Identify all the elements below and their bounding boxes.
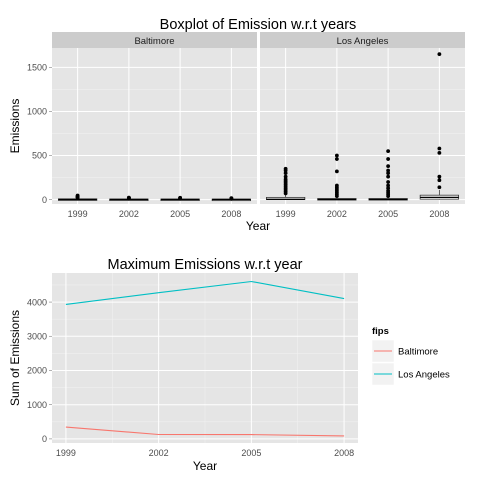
outlier-point <box>334 157 339 161</box>
line-chart-series <box>65 280 345 437</box>
outlier-point <box>386 188 391 193</box>
x-tick-label: 2008 <box>221 209 241 219</box>
outlier-point <box>437 185 442 190</box>
outlier-point <box>437 150 442 155</box>
y-tick-label: 0 <box>42 434 47 444</box>
box-los-angeles-2002 <box>317 153 357 201</box>
box-los-angeles-2005 <box>368 149 408 201</box>
box-baltimore-1999 <box>58 193 98 201</box>
y-tick-label: 4000 <box>27 297 47 307</box>
outlier-point <box>386 149 391 154</box>
line-chart-y-ticks: 0 1000 2000 3000 4000 <box>27 297 52 444</box>
x-tick-label: 1999 <box>68 209 88 219</box>
x-tick-label: 2005 <box>170 209 190 219</box>
outlier-point <box>283 171 288 176</box>
boxplot-y-ticks: 0 500 1000 1500 <box>27 63 52 205</box>
line-chart: Maximum Emissions w.r.t year 0 1000 2000 30… <box>8 257 450 473</box>
outlier-point <box>283 166 288 171</box>
line-chart-title: Maximum Emissions w.r.t year <box>108 257 303 273</box>
x-tick-label: 1999 <box>56 448 76 458</box>
box-los-angeles-1999 <box>266 166 306 200</box>
boxplot-y-axis-label: Emissions <box>8 99 22 154</box>
box-los-angeles-2008 <box>419 52 459 200</box>
outlier-point <box>283 177 288 182</box>
facet-label-los-angeles: Los Angeles <box>337 36 389 47</box>
outlier-point <box>386 180 391 184</box>
series-line-los-angeles <box>65 280 345 305</box>
x-tick-label: 2008 <box>429 209 449 219</box>
outlier-point <box>283 174 288 179</box>
facet-strip-baltimore <box>52 32 257 48</box>
y-tick-label: 0 <box>42 195 47 205</box>
panel-baltimore <box>52 48 257 204</box>
line-chart-gridlines <box>52 273 358 443</box>
outlier-point <box>386 168 391 173</box>
line-chart-x-ticks: 1999 2002 2005 2008 <box>56 448 354 458</box>
box-baltimore-2008 <box>211 196 251 202</box>
x-tick-label: 2002 <box>327 209 347 219</box>
outlier-point <box>386 186 391 191</box>
x-tick-label: 2005 <box>378 209 398 219</box>
legend-items: Baltimore Los Angeles <box>371 339 450 386</box>
boxplot-x-ticks: 1999 2002 2005 2008 1999 2002 2005 2008 <box>68 209 450 219</box>
line-chart-x-axis-label: Year <box>193 459 217 473</box>
series-line-baltimore <box>65 426 345 437</box>
outlier-point <box>334 153 339 158</box>
x-tick-label: 1999 <box>276 209 296 219</box>
y-tick-label: 3000 <box>27 331 47 341</box>
y-tick-label: 1000 <box>27 107 47 117</box>
boxplot-title: Boxplot of Emission w.r.t years <box>160 17 357 33</box>
facet-label-baltimore: Baltimore <box>134 36 174 47</box>
line-chart-y-axis-label: Sum of Emissions <box>8 310 22 406</box>
y-tick-label: 2000 <box>27 366 47 376</box>
outlier-point <box>126 195 131 200</box>
x-tick-label: 2008 <box>334 448 354 458</box>
legend-los-angeles-label: Los Angeles <box>398 370 450 381</box>
outlier-point <box>437 178 442 183</box>
x-tick-label: 2002 <box>149 448 169 458</box>
y-tick-label: 1000 <box>27 400 47 410</box>
outlier-point <box>386 157 391 161</box>
outlier-point <box>437 174 442 179</box>
outlier-point <box>437 146 442 151</box>
outlier-point <box>437 52 442 57</box>
outlier-point <box>334 183 339 188</box>
y-tick-label: 500 <box>32 151 47 161</box>
box-baltimore-2002 <box>109 195 149 201</box>
outlier-point <box>75 193 80 198</box>
x-tick-label: 2005 <box>241 448 261 458</box>
outlier-point <box>386 174 391 179</box>
outlier-point <box>334 169 339 174</box>
panel-los-angeles <box>260 48 465 204</box>
boxplot-boxes <box>58 52 459 202</box>
x-tick-label: 2002 <box>119 209 139 219</box>
boxplot-chart: Boxplot of Emission w.r.t years Baltimor… <box>8 17 465 233</box>
y-tick-label: 1500 <box>27 63 47 73</box>
outlier-point <box>178 195 183 200</box>
legend-title: fips <box>372 326 389 337</box>
outlier-point <box>386 164 391 169</box>
outlier-point <box>386 183 391 188</box>
boxplot-x-axis-label: Year <box>246 219 270 233</box>
legend: fips Baltimore Los Angeles <box>371 326 450 386</box>
facet-strip-los-angeles <box>260 32 465 48</box>
legend-baltimore-label: Baltimore <box>398 347 438 358</box>
outlier-point <box>386 171 391 176</box>
outlier-point <box>229 196 234 201</box>
box-baltimore-2005 <box>160 195 200 201</box>
